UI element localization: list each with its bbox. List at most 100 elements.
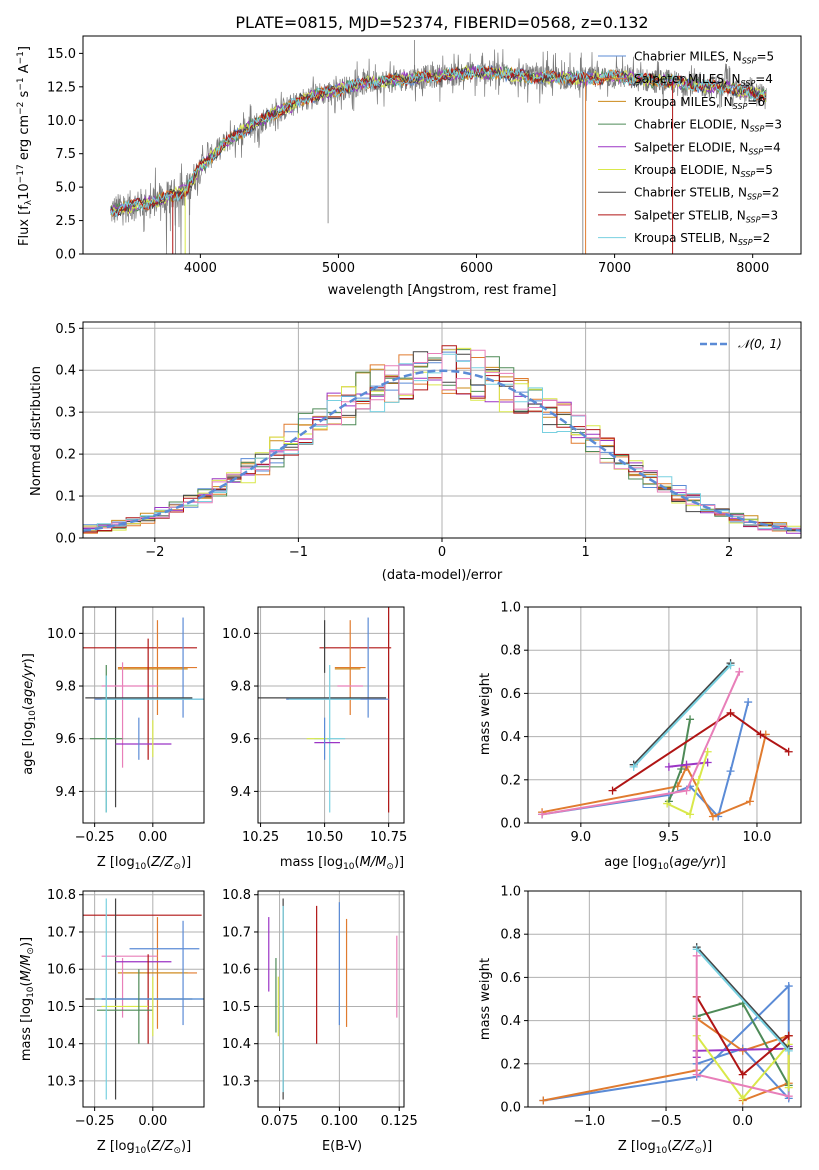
mass-vs-z-xtick-label-0: −0.25: [75, 1114, 115, 1129]
histogram-ytick-label-0: 0.0: [55, 532, 76, 547]
age-vs-metallicity-panel: −0.25 0.00 9.4 9.6 9.8 10.0: [47, 606, 205, 845]
mass-vs-ebv-xtick-label-1: 0.100: [321, 1114, 358, 1129]
weight-vs-age-marker-4-2: [694, 775, 703, 784]
legend-entry-7: Salpeter STELIB, NSSP=3: [634, 208, 778, 224]
weight-vs-z-ytick-label-3: 0.6: [500, 971, 521, 986]
age-vs-z-ytick-label-2: 9.8: [55, 680, 76, 695]
histogram-step-9: [83, 349, 801, 531]
weight-vs-age-marker-6-3: [784, 747, 793, 756]
age-vs-z-ytick-label-1: 9.6: [55, 732, 76, 747]
age-vs-z-xlabel: Z [log10(Z/Z⊙)]: [97, 855, 191, 872]
spectrum-xlabel: wavelength [Angstrom, rest frame]: [328, 283, 557, 298]
mass-vs-ebv-frame: [257, 890, 405, 1108]
weight-vs-metallicity-panel: −1.0 −0.5 0.0 0.0 0.2 0.4 0.6 0.8 1.0: [500, 885, 802, 1129]
spectrum-xtick-label-1: 5000: [322, 261, 355, 276]
weight-vs-age-marker-8-2: [735, 667, 744, 676]
histogram-ytick-label-4: 0.4: [55, 364, 76, 379]
mass-vs-ebv-xtick-label-0: 0.075: [261, 1114, 298, 1129]
mass-vs-z-ytick-label-5: 10.8: [47, 888, 76, 903]
age-vs-mass-xtick-label-2: 10.75: [370, 830, 407, 845]
weight-vs-age-frame: [527, 606, 802, 824]
legend-entry-4: Salpeter ELODIE, NSSP=4: [634, 140, 781, 156]
mass-vs-metallicity-panel: −0.25 0.00 10.3 10.4 10.5 10.6 10.7 10.8: [47, 888, 205, 1129]
legend-entry-2: Kroupa MILES, NSSP=6: [634, 95, 765, 111]
mass-vs-ebv-ytick-label-4: 10.7: [222, 925, 251, 940]
histogram-plot-area: [83, 345, 801, 534]
weight-vs-z-xtick-label-2: 0.0: [732, 1114, 753, 1129]
gaussian-legend-label: 𝒩(0, 1): [738, 337, 782, 351]
weight-vs-z-marker-7-1: [784, 1046, 793, 1055]
mass-vs-z-xtick-label-1: 0.00: [138, 1114, 167, 1129]
spectrum-model-kroupa-stelib: [110, 64, 767, 218]
age-vs-mass-ytick-label-2: 9.8: [230, 680, 251, 695]
weight-vs-age-line-6: [611, 711, 790, 792]
age-vs-mass-xtick-label-1: 10.50: [306, 830, 343, 845]
weight-vs-age-ytick-label-1: 0.2: [500, 773, 521, 788]
weight-vs-age-xlabel: age [log10(age/yr)]: [604, 855, 726, 872]
age-vs-mass-plot-area: [258, 607, 392, 813]
age-vs-z-ytick-label-3: 10.0: [47, 627, 76, 642]
weight-vs-age-panel: 9.0 9.5 10.0 0.0 0.2 0.4 0.6 0.8 1.0: [500, 601, 802, 845]
spectrum-ytick-label-2: 5.0: [55, 181, 76, 196]
weight-vs-age-xtick-label-0: 9.0: [570, 830, 591, 845]
weight-vs-z-marker-8-2: [784, 1092, 793, 1101]
mass-vs-ebv-panel: 0.075 0.100 0.125 10.3 10.4 10.5 10.6 10.7 10.8: [222, 888, 418, 1129]
weight-vs-z-frame: [527, 890, 802, 1108]
weight-vs-z-ytick-label-0: 0.0: [500, 1101, 521, 1116]
weight-vs-age-marker-6-0: [608, 786, 617, 795]
spectrum-ylabel: Flux [fλ10−17 erg cm−2 s−1 A−1]: [16, 46, 34, 246]
histogram-ytick-label-3: 0.3: [55, 406, 76, 421]
histogram-xtick-label-0: −2: [145, 545, 164, 560]
weight-vs-age-ytick-label-3: 0.6: [500, 687, 521, 702]
spectrum-ytick-label-1: 2.5: [55, 214, 76, 229]
weight-vs-age-marker-6-2: [756, 730, 765, 739]
mass-vs-ebv-ytick-label-2: 10.5: [222, 1000, 251, 1015]
weight-vs-z-marker-1-3: [738, 1046, 747, 1055]
weight-vs-age-ytick-label-4: 0.8: [500, 644, 521, 659]
weight-vs-z-marker-6-1: [738, 1070, 747, 1079]
weight-vs-z-line-7: [695, 948, 790, 1052]
mass-vs-ebv-xtick-label-2: 0.125: [381, 1114, 418, 1129]
weight-vs-age-marker-3-0: [664, 762, 673, 771]
age-vs-mass-frame: [257, 606, 405, 824]
weight-vs-z-marker-1-0: [539, 1096, 548, 1105]
histogram-xtick-label-1: −1: [289, 545, 308, 560]
histogram-ytick-label-5: 0.5: [55, 322, 76, 337]
weight-vs-z-marker-4-1: [738, 1094, 747, 1103]
weight-vs-age-marker-2-2: [686, 715, 695, 724]
weight-vs-z-ytick-label-1: 0.2: [500, 1057, 521, 1072]
legend-entry-5: Kroupa ELODIE, NSSP=5: [634, 163, 773, 179]
mass-vs-z-ytick-label-3: 10.6: [47, 963, 76, 978]
histogram-xtick-label-2: 0: [438, 545, 446, 560]
weight-vs-age-marker-7-0: [629, 762, 638, 771]
mass-vs-ebv-ytick-label-1: 10.4: [222, 1037, 251, 1052]
spectrum-xtick-label-4: 8000: [736, 261, 769, 276]
weight-vs-age-marker-1-4: [745, 797, 754, 806]
weight-vs-age-line-4: [666, 751, 709, 816]
spectrum-xtick-label-2: 6000: [460, 261, 493, 276]
weight-vs-age-marker-4-0: [663, 799, 672, 808]
spectrum-ytick-label-3: 7.5: [55, 147, 76, 162]
weight-vs-age-marker-4-3: [703, 747, 712, 756]
histogram-xtick-label-3: 1: [581, 545, 589, 560]
weight-vs-z-marker-0-2: [784, 982, 793, 991]
histogram-xlabel: (data-model)/error: [382, 568, 503, 583]
age-vs-mass-ytick-label-3: 10.0: [222, 627, 251, 642]
ebv-xlabel: E(B-V): [322, 1139, 362, 1154]
histogram-ytick-label-2: 0.2: [55, 448, 76, 463]
legend-entry-8: Kroupa STELIB, NSSP=2: [634, 231, 770, 247]
mass-vs-ebv-ytick-label-0: 10.3: [222, 1074, 251, 1089]
age-vs-mass-ytick-label-1: 9.6: [230, 732, 251, 747]
weight-vs-age-ytick-label-5: 1.0: [500, 601, 521, 616]
mass-vs-z-ytick-label-0: 10.3: [47, 1074, 76, 1089]
weight-vs-age-marker-3-1: [682, 760, 691, 769]
weight-vs-age-marker-7-1: [726, 661, 735, 670]
legend-entry-0: Chabrier MILES, NSSP=5: [634, 50, 774, 66]
histogram-ytick-label-1: 0.1: [55, 490, 76, 505]
residual-histogram-panel: −2 −1 0 1 2 0.0 0.1 0.2 0.3 0.4 0.5: [55, 321, 802, 560]
age-vs-z-xtick-label-0: −0.25: [75, 830, 115, 845]
weight-vs-age-line-1: [541, 734, 767, 818]
age-vs-mass-ytick-label-0: 9.4: [230, 785, 251, 800]
age-vs-mass-xlabel: mass [log10(M/M⊙)]: [280, 855, 404, 872]
spectrum-ytick-label-6: 15.0: [47, 47, 76, 62]
